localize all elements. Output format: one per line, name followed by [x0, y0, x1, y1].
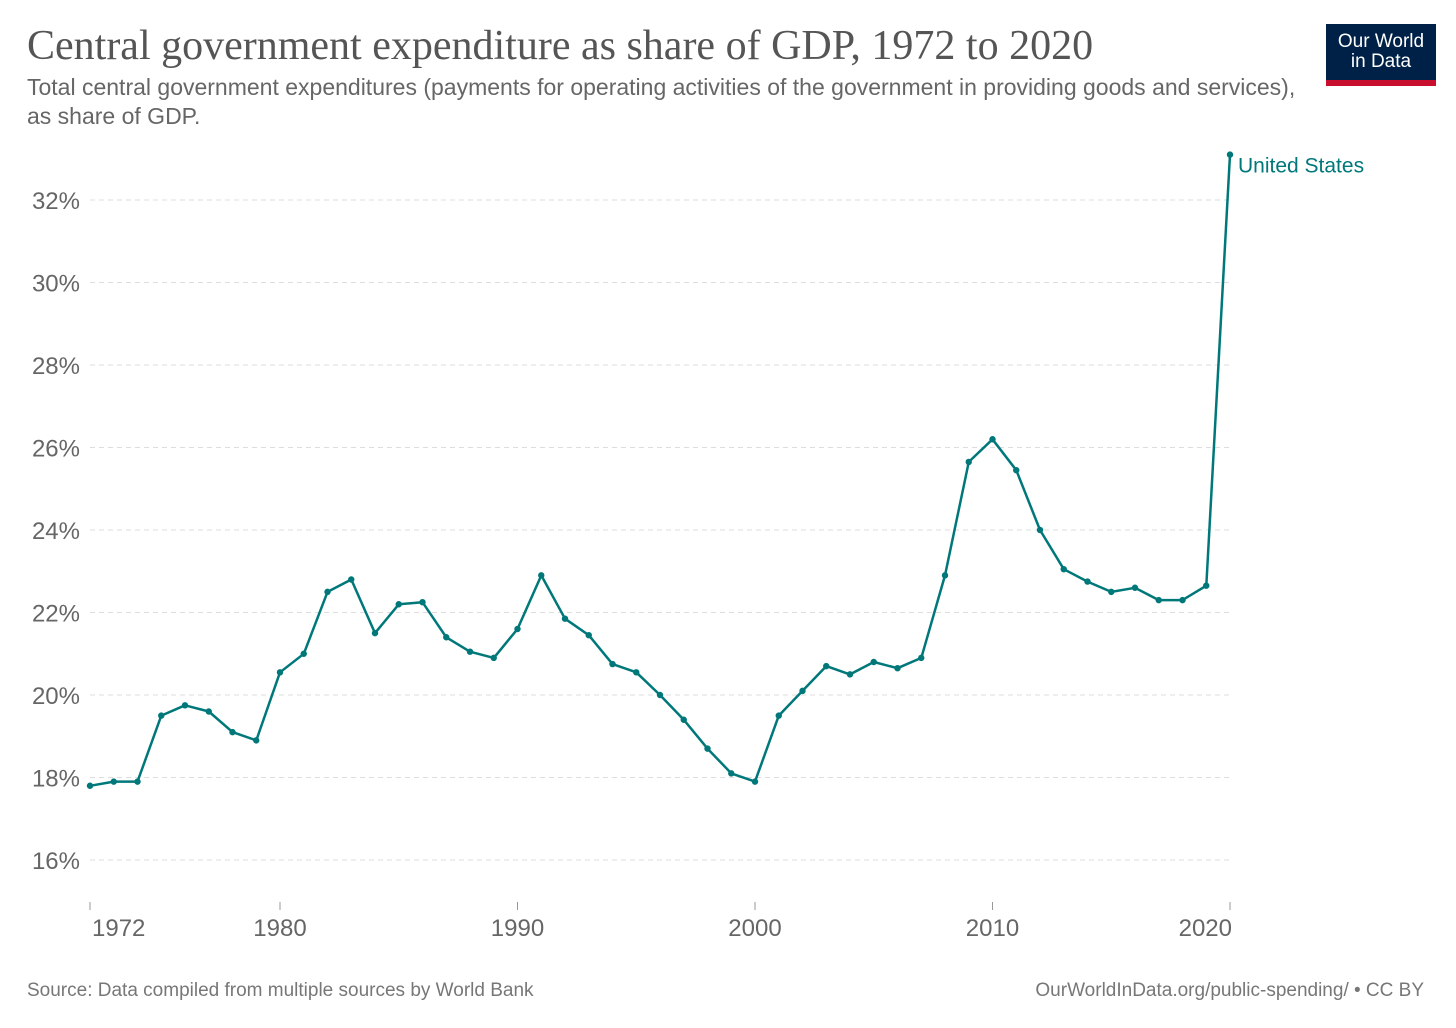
x-tick-label: 1972 — [92, 915, 145, 942]
chart-subtitle: Total central government expenditures (p… — [27, 74, 1296, 129]
data-point-1972 — [86, 782, 94, 789]
data-point-2012 — [1036, 526, 1044, 534]
data-point-1987 — [443, 634, 450, 641]
data-point-2007 — [918, 654, 925, 662]
data-point-2006 — [894, 664, 901, 672]
chart-title: Central government expenditure as share … — [27, 23, 1094, 69]
y-tick-label: 30% — [32, 271, 80, 298]
y-tick-label: 22% — [32, 601, 80, 628]
data-point-1979 — [253, 737, 260, 744]
logo-line-1: Our World — [1337, 31, 1425, 52]
x-tick-label: 1990 — [491, 915, 544, 942]
data-point-2010 — [989, 436, 996, 443]
data-point-1993 — [585, 631, 592, 639]
data-point-1980 — [276, 669, 284, 676]
data-point-2020 — [1226, 151, 1234, 158]
y-tick-label: 24% — [32, 518, 80, 545]
y-tick-label: 20% — [32, 683, 80, 710]
data-point-1978 — [229, 728, 236, 736]
data-point-2018 — [1179, 596, 1186, 604]
x-tick-label: 1980 — [253, 915, 306, 942]
data-point-1977 — [205, 708, 212, 715]
y-tick-label: 16% — [32, 848, 80, 875]
data-point-1992 — [561, 615, 569, 622]
data-point-1974 — [134, 778, 141, 785]
data-point-2017 — [1155, 596, 1162, 604]
data-point-2005 — [870, 658, 877, 666]
x-tick-label: 2000 — [728, 915, 781, 942]
data-point-1997 — [680, 716, 687, 723]
data-point-2019 — [1203, 582, 1210, 589]
y-tick-label: 26% — [32, 436, 80, 463]
series-line-united-states — [89, 154, 1232, 788]
owid-logo[interactable]: Our World in Data — [1326, 24, 1436, 86]
data-point-1981 — [300, 650, 307, 657]
data-point-1982 — [324, 588, 331, 596]
data-point-1991 — [538, 572, 545, 579]
data-point-1973 — [110, 778, 117, 785]
data-point-1988 — [466, 648, 474, 655]
data-point-1976 — [181, 702, 189, 709]
data-point-2013 — [1060, 565, 1067, 573]
data-point-2001 — [775, 712, 782, 719]
data-point-2004 — [846, 671, 854, 678]
data-point-1986 — [419, 598, 426, 606]
data-point-2002 — [799, 687, 806, 695]
data-point-1999 — [728, 770, 735, 777]
data-point-1998 — [704, 745, 711, 752]
data-point-2000 — [751, 778, 759, 785]
data-point-2014 — [1084, 578, 1091, 585]
data-point-1975 — [158, 712, 165, 719]
data-point-2008 — [941, 572, 949, 579]
source-note: Source: Data compiled from multiple sour… — [27, 980, 534, 1001]
data-point-1985 — [395, 601, 402, 608]
y-tick-label: 32% — [32, 188, 80, 215]
data-point-2011 — [1013, 466, 1020, 474]
logo-accent-bar — [1326, 80, 1436, 86]
data-point-1990 — [514, 625, 521, 633]
data-point-1983 — [348, 576, 355, 583]
data-point-1996 — [656, 691, 664, 699]
data-point-1994 — [609, 660, 616, 668]
data-point-1989 — [490, 654, 497, 662]
y-tick-label: 28% — [32, 353, 80, 380]
y-tick-label: 18% — [32, 766, 80, 793]
x-tick-label: 2020 — [1179, 915, 1232, 942]
data-point-2003 — [823, 662, 830, 670]
data-point-2009 — [965, 458, 972, 466]
data-point-2016 — [1131, 584, 1139, 591]
footer-link[interactable]: OurWorldInData.org/public-spending/ • CC… — [1035, 980, 1424, 1001]
data-point-1995 — [633, 669, 640, 676]
logo-line-2: in Data — [1350, 51, 1412, 72]
data-point-1984 — [371, 629, 379, 637]
data-point-2015 — [1108, 588, 1115, 596]
x-tick-label: 2010 — [966, 915, 1019, 942]
series-label: United States — [1238, 155, 1364, 178]
